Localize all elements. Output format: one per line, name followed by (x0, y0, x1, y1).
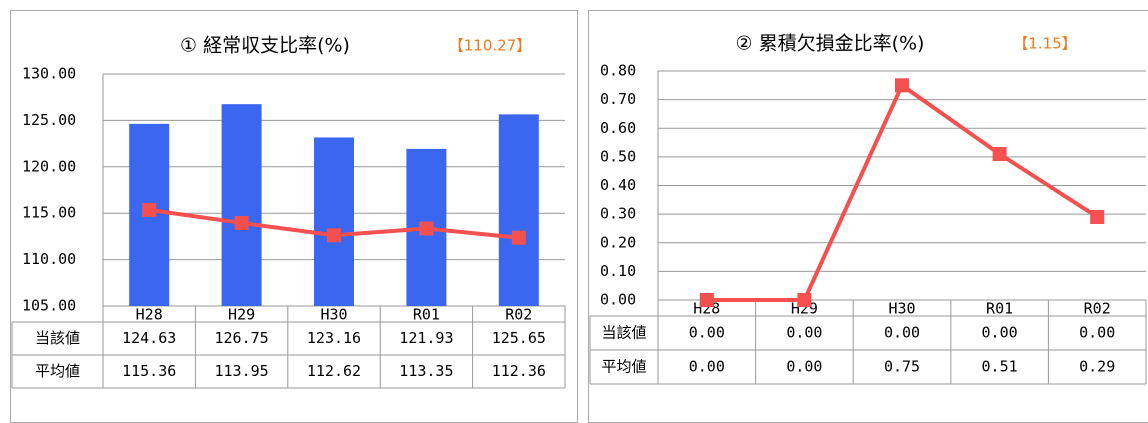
table-value: 0.00 (1079, 324, 1115, 342)
table-value: 115.36 (122, 362, 176, 380)
y-tick-label: 0.40 (600, 176, 636, 194)
y-tick-label: 125.00 (22, 111, 76, 129)
y-tick-label: 110.00 (22, 250, 76, 268)
legend-label: 平均値 (35, 362, 80, 380)
annotation: 【110.27】 (449, 37, 532, 55)
y-tick-label: 0.00 (600, 291, 636, 309)
table-value: 0.00 (786, 324, 822, 342)
marker (511, 230, 526, 245)
y-tick-label: 0.70 (600, 90, 636, 108)
marker (419, 221, 434, 236)
legend-label: 当該値 (601, 324, 646, 342)
table-value: 0.29 (1079, 358, 1115, 376)
x-tick-label: H28 (136, 306, 163, 324)
marker (797, 293, 812, 307)
y-tick-label: 0.50 (600, 147, 636, 165)
table-value: 0.75 (884, 358, 920, 376)
marker (327, 228, 341, 243)
table-value: 112.36 (492, 362, 546, 380)
chart-title: ② 累積欠損金比率(%) (736, 33, 925, 55)
table-value: 0.00 (689, 358, 725, 376)
marker (699, 293, 714, 307)
table-value: 126.75 (215, 329, 269, 347)
marker (992, 147, 1007, 162)
y-tick-label: 105.00 (22, 297, 76, 315)
table-value: 113.35 (399, 362, 453, 380)
x-tick-label: H29 (228, 306, 255, 324)
table-value: 0.00 (786, 358, 822, 376)
y-tick-label: 115.00 (22, 204, 76, 222)
line (706, 82, 1099, 302)
bar (314, 137, 354, 306)
table-value: 112.62 (307, 362, 361, 380)
bar (221, 104, 262, 306)
table-value: 125.65 (492, 329, 546, 347)
y-tick-label: 0.80 (600, 62, 636, 80)
y-tick-label: 0.30 (600, 205, 636, 223)
marker (1090, 209, 1105, 224)
y-tick-label: 0.10 (600, 262, 636, 280)
table-value: 113.95 (215, 362, 269, 380)
y-tick-label: 130.00 (22, 65, 76, 83)
chart-title: ① 経常収支比率(%) (180, 35, 350, 57)
marker (234, 215, 249, 230)
x-tick-label: R02 (1084, 300, 1111, 318)
table-value: 121.93 (399, 329, 453, 347)
table-value: 124.63 (122, 329, 176, 347)
marker (142, 202, 157, 217)
bar (498, 114, 539, 306)
x-tick-label: R01 (413, 306, 440, 324)
table-value: 123.16 (307, 329, 361, 347)
x-tick-label: H30 (888, 300, 915, 318)
table-value: 0.00 (982, 324, 1018, 342)
x-tick-label: R02 (505, 306, 532, 324)
y-tick-label: 0.60 (600, 119, 636, 137)
legend-label: 当該値 (35, 329, 80, 347)
annotation: 【1.15】 (1013, 35, 1076, 53)
legend-label: 平均値 (601, 358, 646, 376)
y-tick-label: 0.20 (600, 233, 636, 251)
panel-border (588, 10, 1148, 423)
table-value: 0.00 (884, 324, 920, 342)
y-tick-label: 120.00 (22, 157, 76, 175)
table-value: 0.00 (689, 324, 725, 342)
x-tick-label: H30 (320, 306, 347, 324)
panel-border (10, 10, 578, 423)
marker (895, 78, 909, 93)
table-value: 0.51 (982, 358, 1018, 376)
x-tick-label: R01 (986, 300, 1013, 318)
